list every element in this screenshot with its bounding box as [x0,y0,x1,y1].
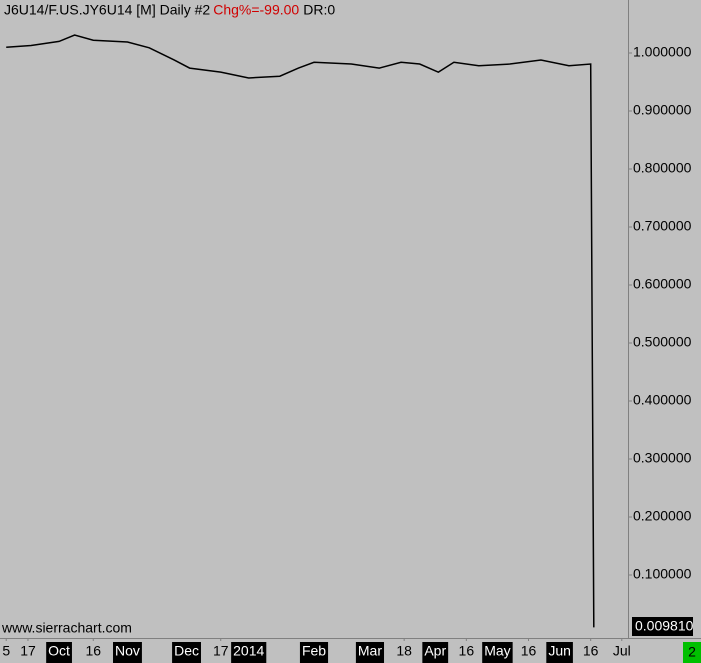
y-tick-label: 1.000000 [633,44,692,60]
x-tick-label: 5 [2,643,10,659]
y-tick-label: 0.800000 [633,160,692,176]
price-line [6,34,595,628]
y-tick-label: 0.200000 [633,508,692,524]
price-label: 0.009810 [635,618,694,634]
y-tick-label: 0.700000 [633,218,692,234]
x-tick-label: 16 [521,643,537,659]
y-tick-label: 0.300000 [633,450,692,466]
watermark: www.sierrachart.com [1,620,132,636]
chart-number: 2 [688,644,696,660]
dr-label: DR:0 [303,2,335,18]
x-tick-label: 16 [85,643,101,659]
x-tick-box [482,642,513,663]
x-tick-label: Oct [48,643,70,659]
x-tick-label: Apr [424,643,446,659]
x-tick-box [113,642,142,663]
x-tick-box [546,642,573,663]
price-label-box [632,617,693,636]
x-tick-label: Dec [174,643,199,659]
x-tick-box [46,642,72,663]
x-tick-box [231,642,267,663]
x-tick-label: May [484,643,510,659]
x-tick-label: Jul [613,643,631,659]
x-tick-box [422,642,449,663]
x-tick-label: 16 [583,643,599,659]
chart-title: J6U14/F.US.JY6U14 [M] Daily #2 [4,2,210,18]
x-tick-label: 18 [396,643,412,659]
y-tick-label: 0.100000 [633,566,692,582]
x-tick-label: 2014 [233,643,264,659]
y-tick-label: 0.400000 [633,392,692,408]
chart-number-box [683,642,701,663]
x-tick-label: Nov [115,643,140,659]
x-tick-label: Feb [302,643,326,659]
x-tick-label: 17 [213,643,229,659]
change-label: Chg%=-99.00 [213,2,299,18]
x-tick-label: 17 [20,643,36,659]
x-tick-box [172,642,201,663]
x-tick-box [355,642,385,663]
y-tick-label: 0.900000 [633,102,692,118]
x-tick-label: Mar [358,643,382,659]
x-tick-label: 16 [459,643,475,659]
y-tick-label: 0.500000 [633,334,692,350]
x-tick-box [299,642,329,663]
y-tick-label: 0.600000 [633,276,692,292]
x-tick-label: Jun [548,643,571,659]
